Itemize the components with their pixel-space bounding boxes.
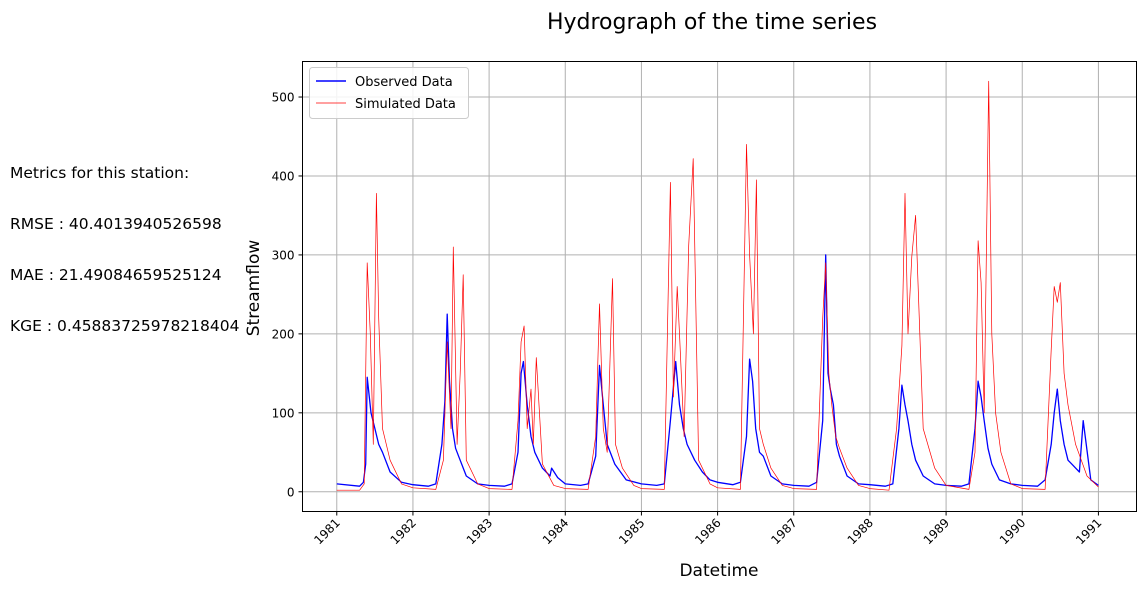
y-axis-label: Streamflow (244, 240, 264, 337)
y-tick-label: 300 (272, 248, 295, 262)
station-metrics: Metrics for this station: RMSE : 40.4013… (10, 131, 239, 352)
x-tick-label: 1988 (845, 516, 876, 547)
x-tick-label: 1985 (616, 516, 647, 547)
y-tick-label: 400 (272, 169, 295, 183)
x-tick-label: 1987 (768, 516, 799, 547)
x-tick-label: 1981 (311, 516, 342, 547)
series-line-simulated (336, 80, 1099, 491)
x-tick-label: 1984 (540, 516, 571, 547)
series-layer (336, 80, 1099, 491)
x-tick-label: 1986 (692, 516, 723, 547)
y-tick-label: 200 (272, 327, 295, 341)
grid-lines (302, 61, 1137, 512)
legend-label-observed: Observed Data (355, 75, 453, 90)
axis-ticks: 1981 1982 1983 1984 1985 1986 1987 1988 1989 1990… (272, 91, 1105, 548)
y-tick-label: 0 (287, 485, 295, 499)
metrics-heading: Metrics for this station: (10, 164, 190, 182)
legend-label-simulated: Simulated Data (355, 97, 456, 112)
metric-mae: MAE : 21.49084659525124 (10, 266, 222, 284)
x-tick-label: 1990 (997, 516, 1028, 547)
x-tick-label: 1982 (388, 516, 419, 547)
legend: Observed Data Simulated Data (309, 67, 469, 119)
x-axis-label: Datetime (679, 561, 758, 581)
chart-title: Hydrograph of the time series (547, 10, 877, 35)
x-tick-label: 1989 (921, 516, 952, 547)
metric-kge: KGE : 0.45883725978218404 (10, 317, 240, 335)
series-line-observed (336, 254, 1099, 487)
x-tick-label: 1991 (1073, 516, 1104, 547)
y-tick-label: 100 (272, 406, 295, 420)
y-tick-label: 500 (272, 91, 295, 105)
plot-frame (302, 61, 1137, 512)
legend-box (309, 67, 469, 119)
metric-rmse: RMSE : 40.4013940526598 (10, 215, 222, 233)
x-tick-label: 1983 (464, 516, 495, 547)
